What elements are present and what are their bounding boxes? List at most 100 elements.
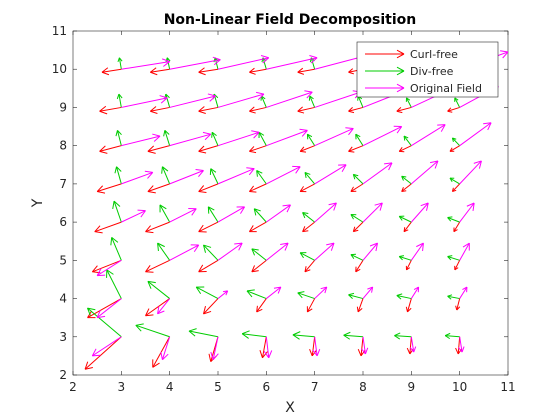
arrow-curl-free-head (356, 306, 359, 313)
arrow-original-field-shaft (411, 160, 439, 185)
arrow-curl-free-head (256, 308, 263, 313)
arrow-curl-free-head (302, 226, 306, 232)
arrow-div-free (256, 170, 267, 185)
arrow-div-free-head (454, 97, 459, 101)
arrow-curl-free-shaft (409, 336, 412, 355)
arrow-original-field-shaft (314, 336, 318, 356)
arrow-div-free (447, 216, 460, 223)
arrow-div-free-head (309, 95, 314, 100)
x-tick-label: 7 (311, 380, 319, 394)
arrow-curl-free-shaft (249, 221, 267, 233)
arrow-original-field-head (466, 202, 475, 207)
arrow-div-free-head (116, 166, 122, 172)
chart-title: Non-Linear Field Decomposition (164, 12, 417, 28)
arrow-div-free-shaft (106, 269, 122, 299)
arrow-div-free (350, 213, 364, 223)
arrow-div-free (304, 171, 316, 185)
arrow-original-field-shaft (459, 160, 482, 185)
arrow-div-free-shaft (309, 95, 316, 108)
arrow-curl-free (405, 260, 412, 271)
arrow-original-field (459, 160, 482, 185)
arrow-original-field-shaft (157, 298, 171, 315)
arrow-curl-free-head (307, 308, 313, 313)
arrow-div-free-head (147, 281, 152, 289)
arrow-original-field-head (413, 346, 417, 353)
arrow-original-field (459, 286, 468, 299)
arrow-div-free-shaft (454, 97, 461, 108)
arrow-div-free-head (304, 172, 307, 179)
arrow-original-field (362, 202, 383, 223)
arrow-original-field-shaft (121, 210, 146, 223)
arrow-curl-free-head (348, 146, 353, 152)
arrow-original-field-shaft (266, 91, 313, 108)
arrow-div-free-head (398, 216, 403, 221)
arrow-div-free-shaft (302, 212, 315, 223)
arrow-curl-free (355, 260, 364, 273)
arrow-div-free (207, 206, 219, 223)
arrow-curl-free (94, 221, 122, 234)
arrow-div-free-head (110, 237, 113, 246)
arrow-div-free (246, 289, 267, 300)
arrow-div-free-head (112, 201, 115, 210)
arrow-curl-free-head (101, 67, 109, 73)
arrow-div-free (355, 133, 364, 146)
arrow-curl-free-head (452, 189, 457, 193)
arrow-div-free (115, 130, 122, 146)
arrow-original-field-head (502, 51, 508, 59)
arrow-div-free-shaft (196, 286, 219, 299)
arrow-original-field-head (416, 242, 424, 248)
arrow-original-field (169, 244, 200, 261)
arrow-curl-free (350, 183, 364, 193)
arrow-original-field-head (312, 349, 318, 357)
arrow-original-field (217, 130, 260, 147)
arrow-div-free-head (350, 214, 354, 220)
arrow-div-free-head (147, 280, 156, 284)
arrow-original-field-head (157, 306, 160, 314)
arrow-curl-free-shaft (198, 68, 219, 73)
arrow-original-field-head (369, 242, 378, 247)
arrow-curl-free-head (355, 268, 361, 273)
arrow-original-field-shaft (410, 202, 429, 223)
arrow-original-field-head (299, 128, 308, 131)
arrow-div-free (454, 97, 461, 108)
arrow-curl-free-head (147, 150, 156, 154)
arrow-original-field-head (434, 160, 439, 169)
arrow-curl-free (251, 259, 267, 273)
y-tick-label: 6 (59, 215, 67, 229)
arrow-curl-free-head (91, 265, 98, 273)
arrow-curl-free-head (150, 71, 158, 76)
arrow-curl-free-head (396, 107, 402, 112)
arrow-original-field-head (162, 353, 169, 361)
arrow-div-free-shaft (118, 57, 122, 70)
arrow-curl-free-head (249, 185, 255, 192)
arrow-original-field (210, 336, 219, 361)
arrow-curl-free-head (352, 226, 356, 232)
arrow-curl-free-head (455, 347, 459, 355)
arrow-div-free (343, 331, 364, 340)
arrow-original-field-shaft (411, 124, 446, 147)
arrow-div-free-shaft (253, 208, 267, 223)
arrow-div-free-head (401, 176, 404, 181)
arrow-original-field-head (282, 204, 291, 207)
arrow-original-field (410, 242, 424, 261)
arrow-original-field-head (160, 351, 163, 360)
arrow-original-field (266, 242, 289, 261)
arrow-curl-free-head (357, 349, 362, 357)
arrow-div-free-shaft (445, 335, 460, 338)
arrow-original-field (459, 202, 475, 223)
arrow-curl-free (198, 183, 219, 194)
arrow-original-field-head (379, 202, 383, 211)
arrow-div-free-head (117, 57, 120, 63)
arrow-original-field-shaft (161, 336, 171, 360)
arrow-original-field-shaft (266, 242, 289, 261)
arrow-curl-free-head (304, 269, 311, 273)
arrow-div-free-shaft (357, 95, 364, 108)
arrow-curl-free-shaft (399, 145, 412, 152)
legend-label: Div-free (410, 65, 454, 78)
arrow-original-field (362, 162, 393, 185)
arrow-curl-free-head (248, 225, 254, 232)
arrow-original-field-shaft (314, 128, 354, 147)
arrow-div-free-head (444, 332, 451, 337)
arrow-original-field-head (462, 242, 470, 248)
arrow-div-free-shaft (147, 280, 170, 299)
